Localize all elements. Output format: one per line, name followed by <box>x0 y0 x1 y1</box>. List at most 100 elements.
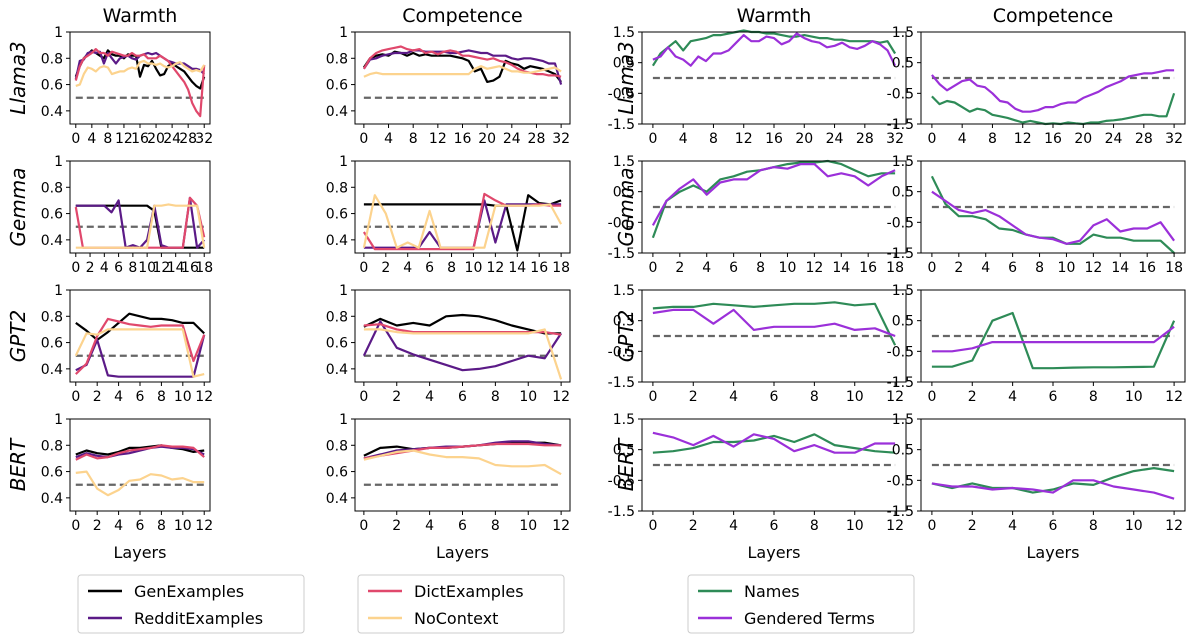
legend-left-b: DictExamples NoContext <box>357 574 565 634</box>
panel-gemma-competence-right: 0 2 4 6 8 10 12 14 16 18-1.5-0.50.51.5 <box>887 154 1186 276</box>
row-label-llama3: Llama3 <box>614 41 638 114</box>
y-tick-label: 0.5 <box>613 185 635 201</box>
column-title-competence: Competence <box>402 5 522 27</box>
series-line-nocontext <box>75 470 205 497</box>
y-tick-label: -1.5 <box>887 375 914 391</box>
row-label-gemma: Gemma <box>6 167 30 246</box>
y-tick-label: -1.5 <box>608 504 635 520</box>
x-tick-label: 4 <box>87 131 96 147</box>
x-tick-label: 28 <box>528 131 546 147</box>
x-tick-label: 12 <box>486 260 504 276</box>
y-tick-label: 0.4 <box>41 104 63 120</box>
series-line-names <box>931 311 1176 370</box>
panel-bert-warmth-right: 0 2 4 6 8 10 12 -1.5 -0.5 0.5 1.5 <box>608 412 907 534</box>
x-tick-label: 24 <box>503 131 521 147</box>
series-line-names <box>651 159 896 239</box>
series-line-names <box>931 467 1175 494</box>
x-tick-label: 14 <box>1111 260 1129 276</box>
x-tick-label: 16 <box>859 260 877 276</box>
x-tick-label: 8 <box>756 260 765 276</box>
series-line-nocontext <box>75 203 206 249</box>
x-tick-label: 0 <box>648 389 657 405</box>
y-tick-label: 1 <box>339 283 348 299</box>
panel-gpt2-warmth-left: 0 2 4 6 8 10 12 0.4 0.6 0.8 1 <box>41 283 213 405</box>
x-tick-label: 16 <box>131 131 149 147</box>
x-tick-label: 6 <box>1049 389 1058 405</box>
x-tick-label: 0 <box>927 260 936 276</box>
x-tick-label: 8 <box>157 389 166 405</box>
x-tick-label: 32 <box>1165 131 1183 147</box>
x-tick-label: 6 <box>458 518 467 534</box>
x-tick-label: 8 <box>491 389 500 405</box>
x-tick-label: 12 <box>1084 260 1102 276</box>
x-tick-label: 0 <box>359 389 368 405</box>
x-tick-label: 0 <box>71 260 80 276</box>
series-line-dictexamples <box>74 47 206 118</box>
series-line-redditexamples <box>362 49 563 85</box>
x-tick-label: 4 <box>729 389 738 405</box>
x-tick-label: 2 <box>93 518 102 534</box>
y-tick-label: 0.4 <box>326 491 348 507</box>
series-line-gendered-terms <box>931 325 1175 353</box>
x-tick-label: 8 <box>409 131 418 147</box>
series-line-gendered-terms <box>652 431 896 454</box>
y-tick-label: -1.5 <box>887 504 914 520</box>
series-line-nocontext <box>363 65 562 78</box>
axes-frame <box>69 160 211 254</box>
x-tick-label: 2 <box>86 260 95 276</box>
panel-bert-warmth-left: 0 2 4 6 8 10 12 0.4 0.6 0.8 1 <box>41 412 213 534</box>
panel-gemma-competence-left: 0 2 4 6 8 10 12 14 16 18 0.4 0.6 0.8 1 <box>326 154 571 276</box>
series-line-names <box>652 433 896 454</box>
panel-llama3-competence-right: 0 4 8 12 16 20 24 28 32-1.5-0.50.51.5 <box>887 25 1186 147</box>
x-tick-label: 0 <box>71 518 80 534</box>
x-tick-label: 2 <box>689 389 698 405</box>
y-tick-label: 1 <box>54 25 63 41</box>
axes-frame <box>920 160 1186 254</box>
y-tick-label: -1.5 <box>887 246 914 262</box>
legend-label-genexamples: GenExamples <box>134 582 244 601</box>
y-tick-label: -0.5 <box>608 215 635 231</box>
x-tick-label: 0 <box>927 131 936 147</box>
y-tick-label: 0.6 <box>326 465 348 481</box>
x-tick-label: 2 <box>968 389 977 405</box>
y-tick-label: -1.5 <box>887 117 914 133</box>
x-tick-label: 8 <box>128 260 137 276</box>
series-line-genexamples <box>363 313 562 335</box>
axes-frame <box>354 289 571 383</box>
y-tick-label: 0.5 <box>613 56 635 72</box>
x-tick-label: 4 <box>425 518 434 534</box>
legend-label-gendered-terms: Gendered Terms <box>744 609 875 628</box>
y-tick-label: 0.8 <box>326 180 348 196</box>
x-tick-label: 32 <box>886 131 904 147</box>
x-tick-label: 6 <box>770 518 779 534</box>
x-tick-label: 10 <box>779 260 797 276</box>
axes-frame <box>69 418 211 512</box>
row-label-llama3: Llama3 <box>6 41 30 114</box>
y-tick-label: -1.5 <box>608 246 635 262</box>
y-tick-label: 0.4 <box>41 362 63 378</box>
x-tick-label: 10 <box>519 518 537 534</box>
x-tick-label: 12 <box>195 389 213 405</box>
x-tick-label: 6 <box>114 260 123 276</box>
series-line-genexamples <box>363 194 562 252</box>
row-label-bert: BERT <box>614 437 638 491</box>
series-line-gendered-terms <box>652 32 897 67</box>
column-title-warmth: Warmth <box>103 5 178 27</box>
legend-box <box>357 574 565 634</box>
x-tick-label: 2 <box>689 518 698 534</box>
x-tick-label: 24 <box>163 131 181 147</box>
panel-llama3-warmth-right: 0 4 8 12 16 20 24 28 32 -1.5 -0.5 0.5 1.5 <box>608 25 907 147</box>
series-line-names <box>931 92 1176 126</box>
x-tick-label: 8 <box>1089 389 1098 405</box>
x-tick-label: 4 <box>729 518 738 534</box>
y-tick-label: 0.6 <box>41 207 63 223</box>
series-line-nocontext <box>363 449 562 476</box>
x-tick-label: 16 <box>1044 131 1062 147</box>
series-line-gendered-terms <box>651 163 896 226</box>
y-tick-label: 0.5 <box>892 185 914 201</box>
y-tick-label: -0.5 <box>608 344 635 360</box>
x-tick-label: 4 <box>679 131 688 147</box>
x-tick-label: 2 <box>392 389 401 405</box>
